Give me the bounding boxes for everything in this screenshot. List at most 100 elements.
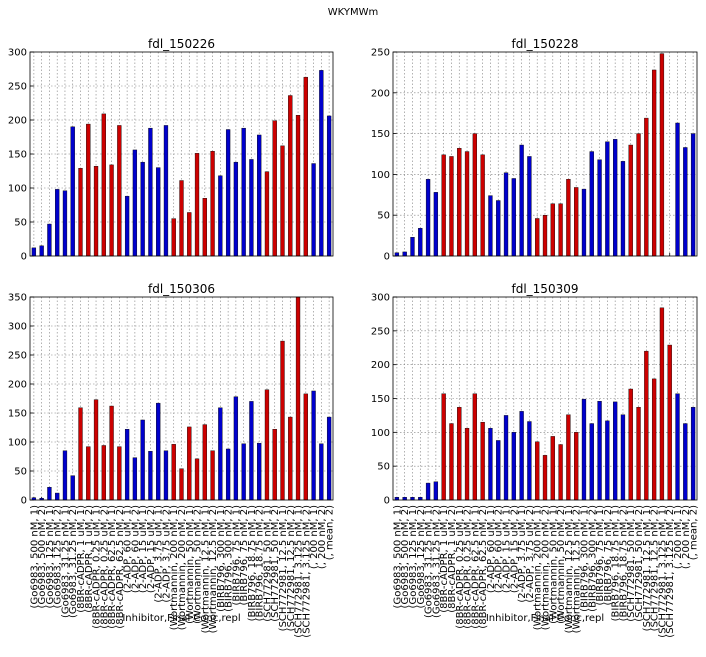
bar (628, 388, 633, 501)
bar (132, 457, 138, 501)
bar (558, 203, 563, 257)
bar (249, 401, 254, 501)
bar (410, 497, 415, 501)
bar (280, 340, 285, 501)
x-tick-label: (BIRB796, 300 nM, 2) (587, 505, 598, 612)
bar (31, 247, 37, 257)
x-tick-label: (2-ADP, 15 uM, 1) (502, 505, 513, 593)
bar (519, 144, 524, 257)
bar (303, 393, 308, 501)
x-tick-label: (BIRB796, 18.75 nM, 1) (247, 505, 258, 621)
x-tick-label: (8BR-cADPR, 0.25 uM, 1) (92, 505, 103, 629)
x-tick-label: (Go6983, 31.25 nM, 2) (431, 505, 442, 618)
x-tick-label: (Go6983, 125 nM, 1) (408, 505, 419, 609)
x-tick-label: (Go6983, 31.25 nM, 1) (60, 505, 71, 618)
bar (527, 421, 532, 501)
x-axis-label: Inhibitor,Final Conc,repl (486, 613, 604, 624)
x-tick-label: (SCH772981, 12.5 nM, 1) (642, 505, 653, 631)
bar (55, 492, 60, 501)
x-tick-label: (BIRB796, 300 nM, 2) (224, 505, 235, 612)
bar (667, 344, 672, 501)
bar (550, 203, 555, 257)
x-tick-label: (2-ADP, 60 uM, 1) (123, 505, 134, 593)
bar (47, 223, 52, 257)
bar (472, 393, 477, 501)
x-tick-label: (BIRB796, 75 nM, 2) (603, 505, 614, 606)
x-tick-label: (8BR-cADPR, 1 uM, 1) (439, 505, 450, 613)
bar (288, 95, 293, 257)
bar (295, 115, 301, 257)
bar (675, 393, 680, 501)
x-tick-label: (8BR-cADPR, 1 uM, 2) (447, 505, 458, 613)
x-tick-label: (BIRB796, 18.75 nM, 1) (611, 505, 622, 621)
x-tick-label: (SCH772981, 3.125 nM, 2) (301, 505, 312, 638)
bar (457, 407, 462, 501)
y-tick-label: 150 (371, 394, 390, 405)
x-tick-label: (Wortmannin, 200 nM, 1) (169, 505, 180, 630)
bar (179, 180, 184, 257)
bar (202, 197, 207, 257)
bar (70, 126, 75, 257)
bar (542, 214, 548, 257)
x-tick-label: (2-ADP, 15 uM, 2) (509, 505, 520, 593)
bar (241, 127, 246, 257)
bar (433, 192, 439, 257)
x-tick-label: (Go6983, 500 nM, 1) (392, 505, 403, 609)
bar (311, 390, 316, 501)
bar (62, 190, 68, 257)
bar (644, 350, 649, 501)
bar (225, 129, 231, 257)
bar (109, 164, 114, 257)
x-tick-label: (Go6983, 500 nM, 2) (400, 505, 411, 609)
chart-title: fdl_150226 (148, 37, 215, 51)
x-tick-label: (Go6983, 500 nM, 1) (29, 505, 40, 609)
bar (210, 450, 215, 501)
x-tick-label: (8BR-cADPR, 0.25 uM, 1) (455, 505, 466, 629)
x-tick-label: (8BR-cADPR, 62.5 nM, 1) (470, 505, 481, 629)
y-tick-label: 250 (371, 48, 390, 59)
bar (86, 123, 91, 257)
x-tick-label: (SCH772981, 50 nM, 2) (270, 505, 281, 622)
bar (613, 139, 618, 257)
bar (574, 187, 579, 257)
y-tick-label: 250 (8, 351, 27, 362)
x-tick-label: (8BR-cADPR, 1 uM, 2) (84, 505, 95, 613)
chart-panel-fdl-150228: 0 50 100 150 200 250 fdl_150228 (371, 37, 698, 263)
x-tick-label: (BIRB796, 300 nM, 1) (216, 505, 227, 612)
x-tick-label: (SCH772981, 50 nM, 2) (634, 505, 645, 622)
bar (132, 149, 138, 257)
bar (690, 133, 696, 257)
bar (589, 423, 594, 501)
bar (225, 448, 231, 501)
plot-frame (29, 296, 334, 501)
bar (194, 153, 200, 257)
bar (527, 156, 532, 257)
x-tick-label: (2-ADP, 60 uM, 2) (130, 505, 141, 593)
x-tick-label: (2-ADP, 60 uM, 2) (494, 505, 505, 593)
bar (288, 416, 293, 501)
x-tick-label: (8BR-cADPR, 62.5 nM, 2) (115, 505, 126, 629)
bar (418, 497, 423, 501)
bar (171, 444, 176, 501)
bar (425, 482, 431, 501)
bar (257, 134, 262, 257)
bar (659, 307, 665, 501)
bar (605, 141, 610, 257)
figure-suptitle: WKYMWm (328, 7, 378, 18)
bar (496, 440, 501, 501)
bar (683, 423, 688, 501)
bar (675, 122, 680, 257)
x-tick-label: (Wortmannin, 12.5 nM, 2) (572, 505, 583, 634)
x-axis-label: Inhibitor,Final Conc,repl (122, 613, 240, 624)
bar (86, 446, 91, 501)
x-tick-label: (BIRB796, 75 nM, 1) (231, 505, 242, 606)
bar (70, 475, 75, 501)
y-tick-label: 0 (384, 496, 390, 507)
bar (117, 446, 122, 501)
bar (264, 389, 270, 501)
x-tick-label: (SCH772981, 12.5 nM, 2) (286, 505, 297, 631)
x-tick-label: (Wortmannin, 50 nM, 2) (556, 505, 567, 624)
x-tick-label: (Wortmannin, 12.5 nM, 2) (208, 505, 219, 634)
bar (39, 245, 44, 257)
